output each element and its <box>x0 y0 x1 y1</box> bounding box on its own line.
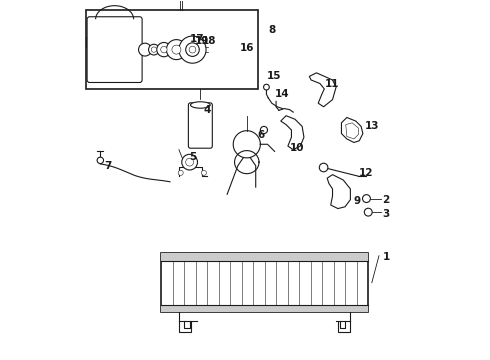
Text: 10: 10 <box>290 143 304 153</box>
Polygon shape <box>309 73 336 107</box>
Polygon shape <box>281 116 304 150</box>
Circle shape <box>319 163 328 172</box>
Ellipse shape <box>191 102 210 108</box>
Circle shape <box>157 42 171 57</box>
Circle shape <box>186 158 194 166</box>
Text: 14: 14 <box>275 89 290 99</box>
Text: 15: 15 <box>267 71 281 81</box>
Text: 7: 7 <box>104 161 111 171</box>
Text: 1: 1 <box>383 252 390 262</box>
Circle shape <box>364 208 372 216</box>
Circle shape <box>201 170 206 175</box>
Text: 13: 13 <box>365 121 379 131</box>
Text: 4: 4 <box>204 105 211 115</box>
Circle shape <box>172 45 181 54</box>
Polygon shape <box>327 175 350 208</box>
Text: 19: 19 <box>195 36 209 46</box>
Circle shape <box>363 195 370 203</box>
Bar <box>161 305 368 312</box>
Text: 5: 5 <box>190 152 197 162</box>
Text: 17: 17 <box>190 34 204 44</box>
Circle shape <box>167 40 186 60</box>
Bar <box>161 253 368 261</box>
Circle shape <box>264 84 270 90</box>
FancyBboxPatch shape <box>188 103 212 148</box>
Text: 18: 18 <box>202 36 217 46</box>
Circle shape <box>186 43 199 57</box>
Circle shape <box>260 126 268 134</box>
Text: 16: 16 <box>240 43 254 53</box>
Circle shape <box>179 36 206 63</box>
Bar <box>86 10 258 89</box>
Text: 3: 3 <box>383 209 390 219</box>
Circle shape <box>182 154 197 170</box>
Bar <box>161 253 368 312</box>
Polygon shape <box>346 123 359 139</box>
FancyBboxPatch shape <box>87 17 142 82</box>
Circle shape <box>161 46 167 53</box>
Text: 11: 11 <box>325 78 340 89</box>
Text: 2: 2 <box>383 195 390 204</box>
Polygon shape <box>342 117 363 143</box>
Circle shape <box>139 43 151 56</box>
Circle shape <box>189 46 196 53</box>
Circle shape <box>151 47 157 52</box>
Text: 6: 6 <box>257 130 265 140</box>
Text: 12: 12 <box>359 168 374 178</box>
Circle shape <box>97 157 103 163</box>
Text: 8: 8 <box>268 25 275 35</box>
Circle shape <box>148 44 159 55</box>
Text: 9: 9 <box>354 197 361 206</box>
Circle shape <box>178 170 183 175</box>
